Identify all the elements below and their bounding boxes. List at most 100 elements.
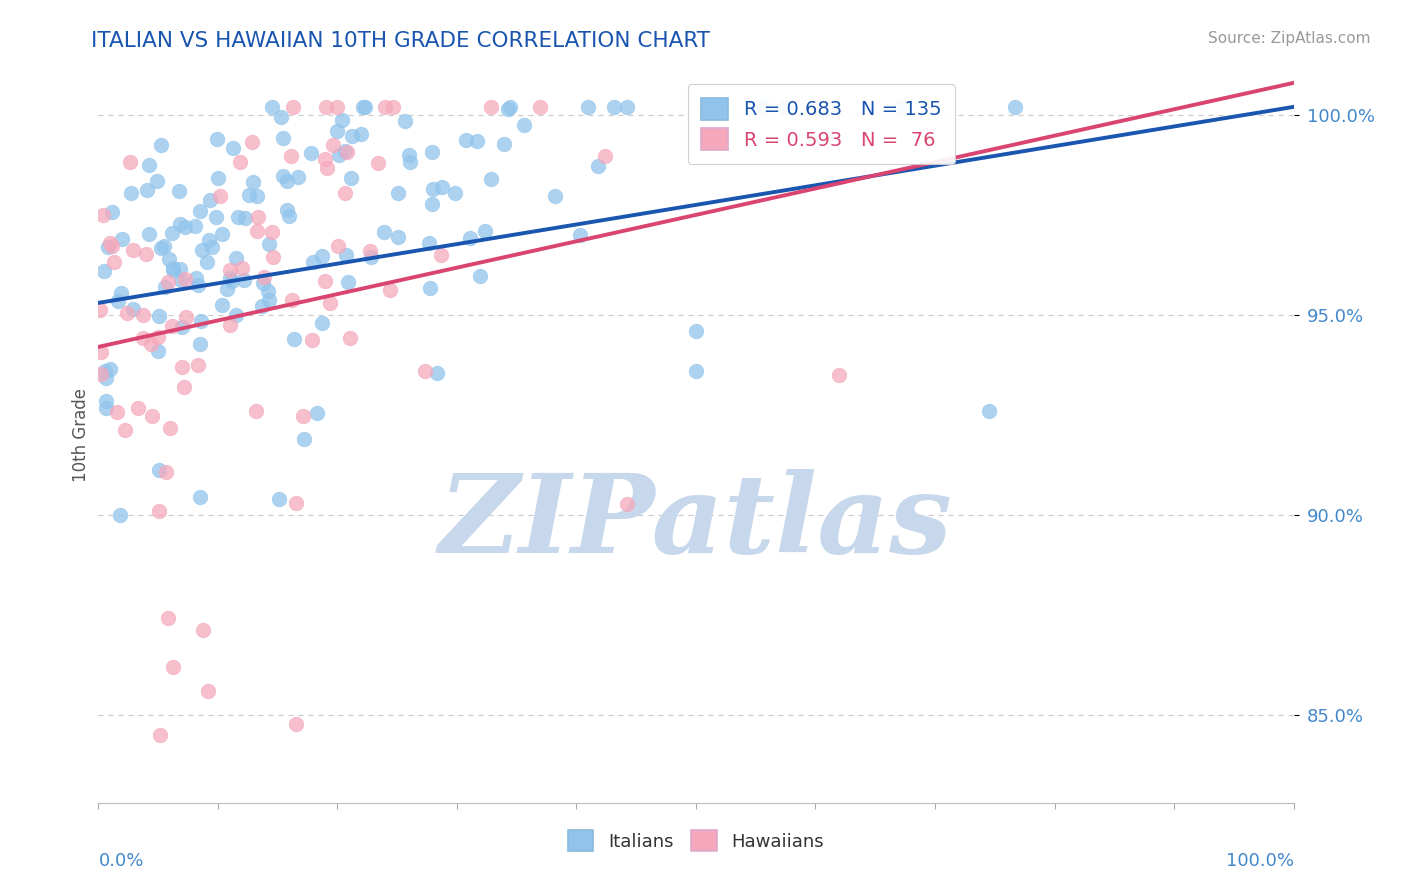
- Point: [359, 244, 381, 259]
- Point: [186, 271, 208, 285]
- Point: [146, 174, 169, 188]
- Point: [352, 100, 374, 114]
- Point: [156, 275, 179, 289]
- Point: [211, 298, 233, 312]
- Point: [157, 252, 180, 266]
- Point: [169, 217, 191, 231]
- Point: [148, 462, 170, 476]
- Point: [155, 465, 177, 479]
- Y-axis label: 10th Grade: 10th Grade: [72, 388, 90, 482]
- Point: [252, 270, 274, 285]
- Point: [302, 255, 325, 269]
- Point: [381, 100, 404, 114]
- Point: [238, 188, 260, 202]
- Point: [221, 141, 243, 155]
- Point: [283, 332, 305, 346]
- Point: [195, 255, 218, 269]
- Point: [419, 280, 441, 294]
- Point: [242, 135, 264, 149]
- Point: [174, 220, 197, 235]
- Point: [772, 100, 794, 114]
- Point: [336, 275, 359, 289]
- Point: [586, 159, 609, 173]
- Point: [149, 137, 172, 152]
- Point: [413, 364, 436, 378]
- Point: [149, 728, 172, 742]
- Point: [399, 155, 422, 169]
- Point: [333, 145, 356, 159]
- Point: [316, 161, 339, 175]
- Point: [231, 260, 253, 275]
- Legend: Italians, Hawaiians: Italians, Hawaiians: [560, 822, 832, 860]
- Point: [98, 235, 121, 250]
- Point: [198, 193, 221, 207]
- Point: [141, 409, 163, 424]
- Point: [197, 683, 219, 698]
- Point: [135, 247, 157, 261]
- Point: [170, 319, 193, 334]
- Point: [138, 227, 160, 241]
- Point: [319, 295, 342, 310]
- Point: [499, 100, 522, 114]
- Point: [115, 306, 138, 320]
- Point: [336, 145, 359, 159]
- Point: [276, 174, 298, 188]
- Point: [167, 184, 190, 198]
- Point: [430, 179, 453, 194]
- Point: [444, 186, 467, 200]
- Point: [593, 149, 616, 163]
- Point: [977, 404, 1000, 418]
- Point: [146, 343, 169, 358]
- Point: [287, 169, 309, 184]
- Point: [98, 362, 121, 376]
- Point: [184, 219, 207, 234]
- Point: [418, 236, 440, 251]
- Point: [367, 155, 389, 169]
- Point: [148, 504, 170, 518]
- Point: [121, 243, 143, 257]
- Point: [105, 404, 128, 418]
- Point: [333, 186, 356, 200]
- Point: [426, 366, 449, 380]
- Point: [890, 100, 912, 114]
- Point: [326, 239, 349, 253]
- Point: [191, 243, 214, 257]
- Point: [430, 247, 453, 261]
- Point: [281, 100, 304, 114]
- Point: [353, 100, 375, 114]
- Point: [218, 263, 240, 277]
- Point: [311, 249, 333, 263]
- Point: [246, 189, 269, 203]
- Point: [602, 100, 624, 114]
- Point: [190, 337, 212, 351]
- Point: [262, 250, 284, 264]
- Point: [326, 100, 349, 114]
- Point: [380, 283, 402, 297]
- Point: [148, 309, 170, 323]
- Point: [299, 145, 322, 160]
- Text: ITALIAN VS HAWAIIAN 10TH GRADE CORRELATION CHART: ITALIAN VS HAWAIIAN 10TH GRADE CORRELATI…: [91, 31, 710, 51]
- Point: [685, 364, 707, 378]
- Point: [221, 274, 243, 288]
- Point: [246, 223, 269, 237]
- Point: [188, 203, 211, 218]
- Point: [387, 186, 409, 200]
- Point: [492, 137, 515, 152]
- Point: [256, 284, 278, 298]
- Point: [242, 176, 264, 190]
- Point: [322, 137, 344, 152]
- Point: [118, 155, 141, 169]
- Point: [330, 113, 353, 128]
- Text: ZIPatlas: ZIPatlas: [439, 469, 953, 577]
- Point: [314, 274, 336, 288]
- Point: [685, 324, 707, 338]
- Point: [132, 331, 155, 345]
- Point: [174, 310, 197, 325]
- Point: [339, 330, 361, 344]
- Point: [94, 394, 117, 409]
- Point: [616, 497, 638, 511]
- Point: [273, 130, 295, 145]
- Point: [174, 271, 197, 285]
- Point: [340, 171, 363, 186]
- Point: [479, 100, 502, 114]
